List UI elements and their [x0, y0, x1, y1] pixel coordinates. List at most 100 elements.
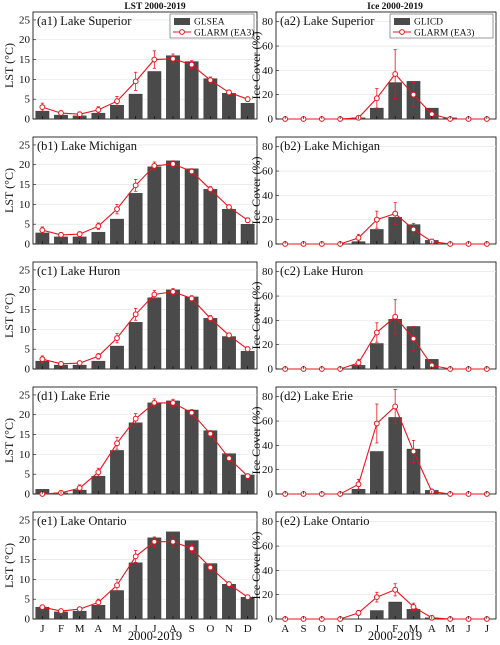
y-tick-label: 20 — [19, 34, 31, 46]
y-tick-label: 20 — [19, 409, 31, 421]
x-tick-label: M — [75, 623, 85, 635]
series-point — [392, 313, 399, 320]
panel-title: (a2) Lake Superior — [280, 14, 375, 28]
series-point — [373, 95, 380, 102]
y-tick-label: 5 — [25, 344, 31, 356]
y-tick-label: 60 — [262, 541, 274, 553]
y-tick-label: 20 — [262, 339, 274, 351]
y-tick-label: 0 — [25, 614, 31, 626]
series-point — [355, 235, 362, 241]
plot-area — [32, 386, 258, 495]
y-tick-label: 60 — [262, 166, 274, 178]
y-axis-label: Ice Cover (%) — [249, 157, 263, 225]
x-tick-label: A — [169, 623, 177, 635]
series-point — [226, 581, 232, 588]
panels: 0 5 10 15 20 25 (a1) Lake Superior LST (°C) GLSE… — [2, 11, 497, 635]
bar — [166, 55, 180, 120]
series-point — [95, 223, 102, 230]
bar — [128, 93, 143, 120]
x-tick-label: M — [112, 623, 122, 635]
y-tick-label: 10 — [19, 74, 31, 86]
panel-4: 0 20 40 60 80 (b2) Lake Michigan Ice Cover (%) — [249, 136, 497, 251]
y-tick-label: 5 — [25, 594, 31, 606]
y-tick-label: 0 — [25, 239, 31, 251]
bar — [222, 93, 236, 120]
series-point — [39, 104, 46, 111]
x-tick-label: D — [355, 623, 363, 635]
series-point — [58, 608, 64, 614]
plot-area — [32, 136, 258, 245]
bar — [128, 322, 143, 370]
series-line — [285, 405, 487, 495]
y-tick-label: 20 — [19, 534, 31, 546]
y-tick-label: 10 — [19, 199, 31, 211]
y-tick-label: 20 — [262, 214, 274, 226]
panel-title: (d2) Lake Erie — [280, 389, 353, 403]
y-tick-label: 15 — [19, 554, 31, 566]
x-tick-label: F — [392, 623, 398, 635]
series-point — [151, 399, 158, 406]
series-point — [76, 111, 83, 118]
right-x-axis-label: 2000-2019 — [368, 629, 422, 643]
series-point — [410, 335, 417, 342]
y-axis-label: LST (°C) — [2, 43, 16, 88]
x-tick-label: S — [189, 623, 195, 635]
y-tick-label: 40 — [262, 190, 274, 202]
y-tick-label: 60 — [262, 291, 274, 303]
y-tick-label: 0 — [268, 114, 274, 126]
bar — [388, 417, 402, 495]
legend-line-marker — [399, 29, 405, 35]
series-point — [410, 226, 417, 233]
series-point — [76, 231, 83, 237]
series-point — [244, 346, 251, 353]
x-tick-label: S — [300, 623, 306, 635]
y-tick-label: 0 — [268, 489, 274, 501]
series-point — [114, 440, 120, 447]
y-tick-label: 0 — [268, 614, 274, 626]
y-tick-label: 60 — [262, 416, 274, 428]
bar — [370, 451, 384, 495]
series-point — [244, 96, 251, 103]
y-tick-label: 25 — [19, 264, 31, 276]
y-tick-label: 25 — [19, 14, 31, 26]
plot-area — [275, 136, 497, 245]
series-point — [95, 106, 102, 113]
y-tick-label: 0 — [25, 114, 31, 126]
bar — [203, 318, 218, 370]
series-point — [151, 291, 158, 298]
bar — [184, 409, 199, 495]
bar — [184, 168, 199, 245]
bar — [222, 336, 236, 370]
series-point — [355, 360, 362, 366]
bar — [110, 345, 124, 370]
series-point — [373, 216, 380, 223]
panel-title: (c1) Lake Huron — [37, 264, 121, 278]
legend-line-marker — [179, 29, 185, 35]
series-point — [410, 448, 417, 455]
series-line — [42, 291, 249, 365]
series-point — [428, 111, 435, 118]
plot-area — [32, 261, 258, 370]
y-axis-label: Ice Cover (%) — [249, 32, 263, 100]
series-point — [76, 485, 83, 491]
series-point — [355, 610, 362, 616]
y-tick-label: 10 — [19, 574, 31, 586]
series-point — [114, 335, 120, 341]
bar — [147, 537, 162, 620]
y-tick-label: 15 — [19, 429, 31, 441]
y-tick-label: 40 — [262, 565, 274, 577]
x-tick-label: N — [225, 623, 233, 635]
series-point — [373, 594, 380, 601]
series-point — [170, 288, 176, 295]
bar — [128, 562, 143, 620]
x-tick-label: J — [40, 623, 45, 635]
series-point — [151, 163, 158, 169]
bar — [110, 218, 124, 245]
series-point — [58, 360, 64, 367]
series-point — [76, 360, 83, 366]
series-point — [188, 295, 195, 302]
x-tick-label: M — [409, 623, 419, 635]
plot-area — [275, 386, 497, 495]
